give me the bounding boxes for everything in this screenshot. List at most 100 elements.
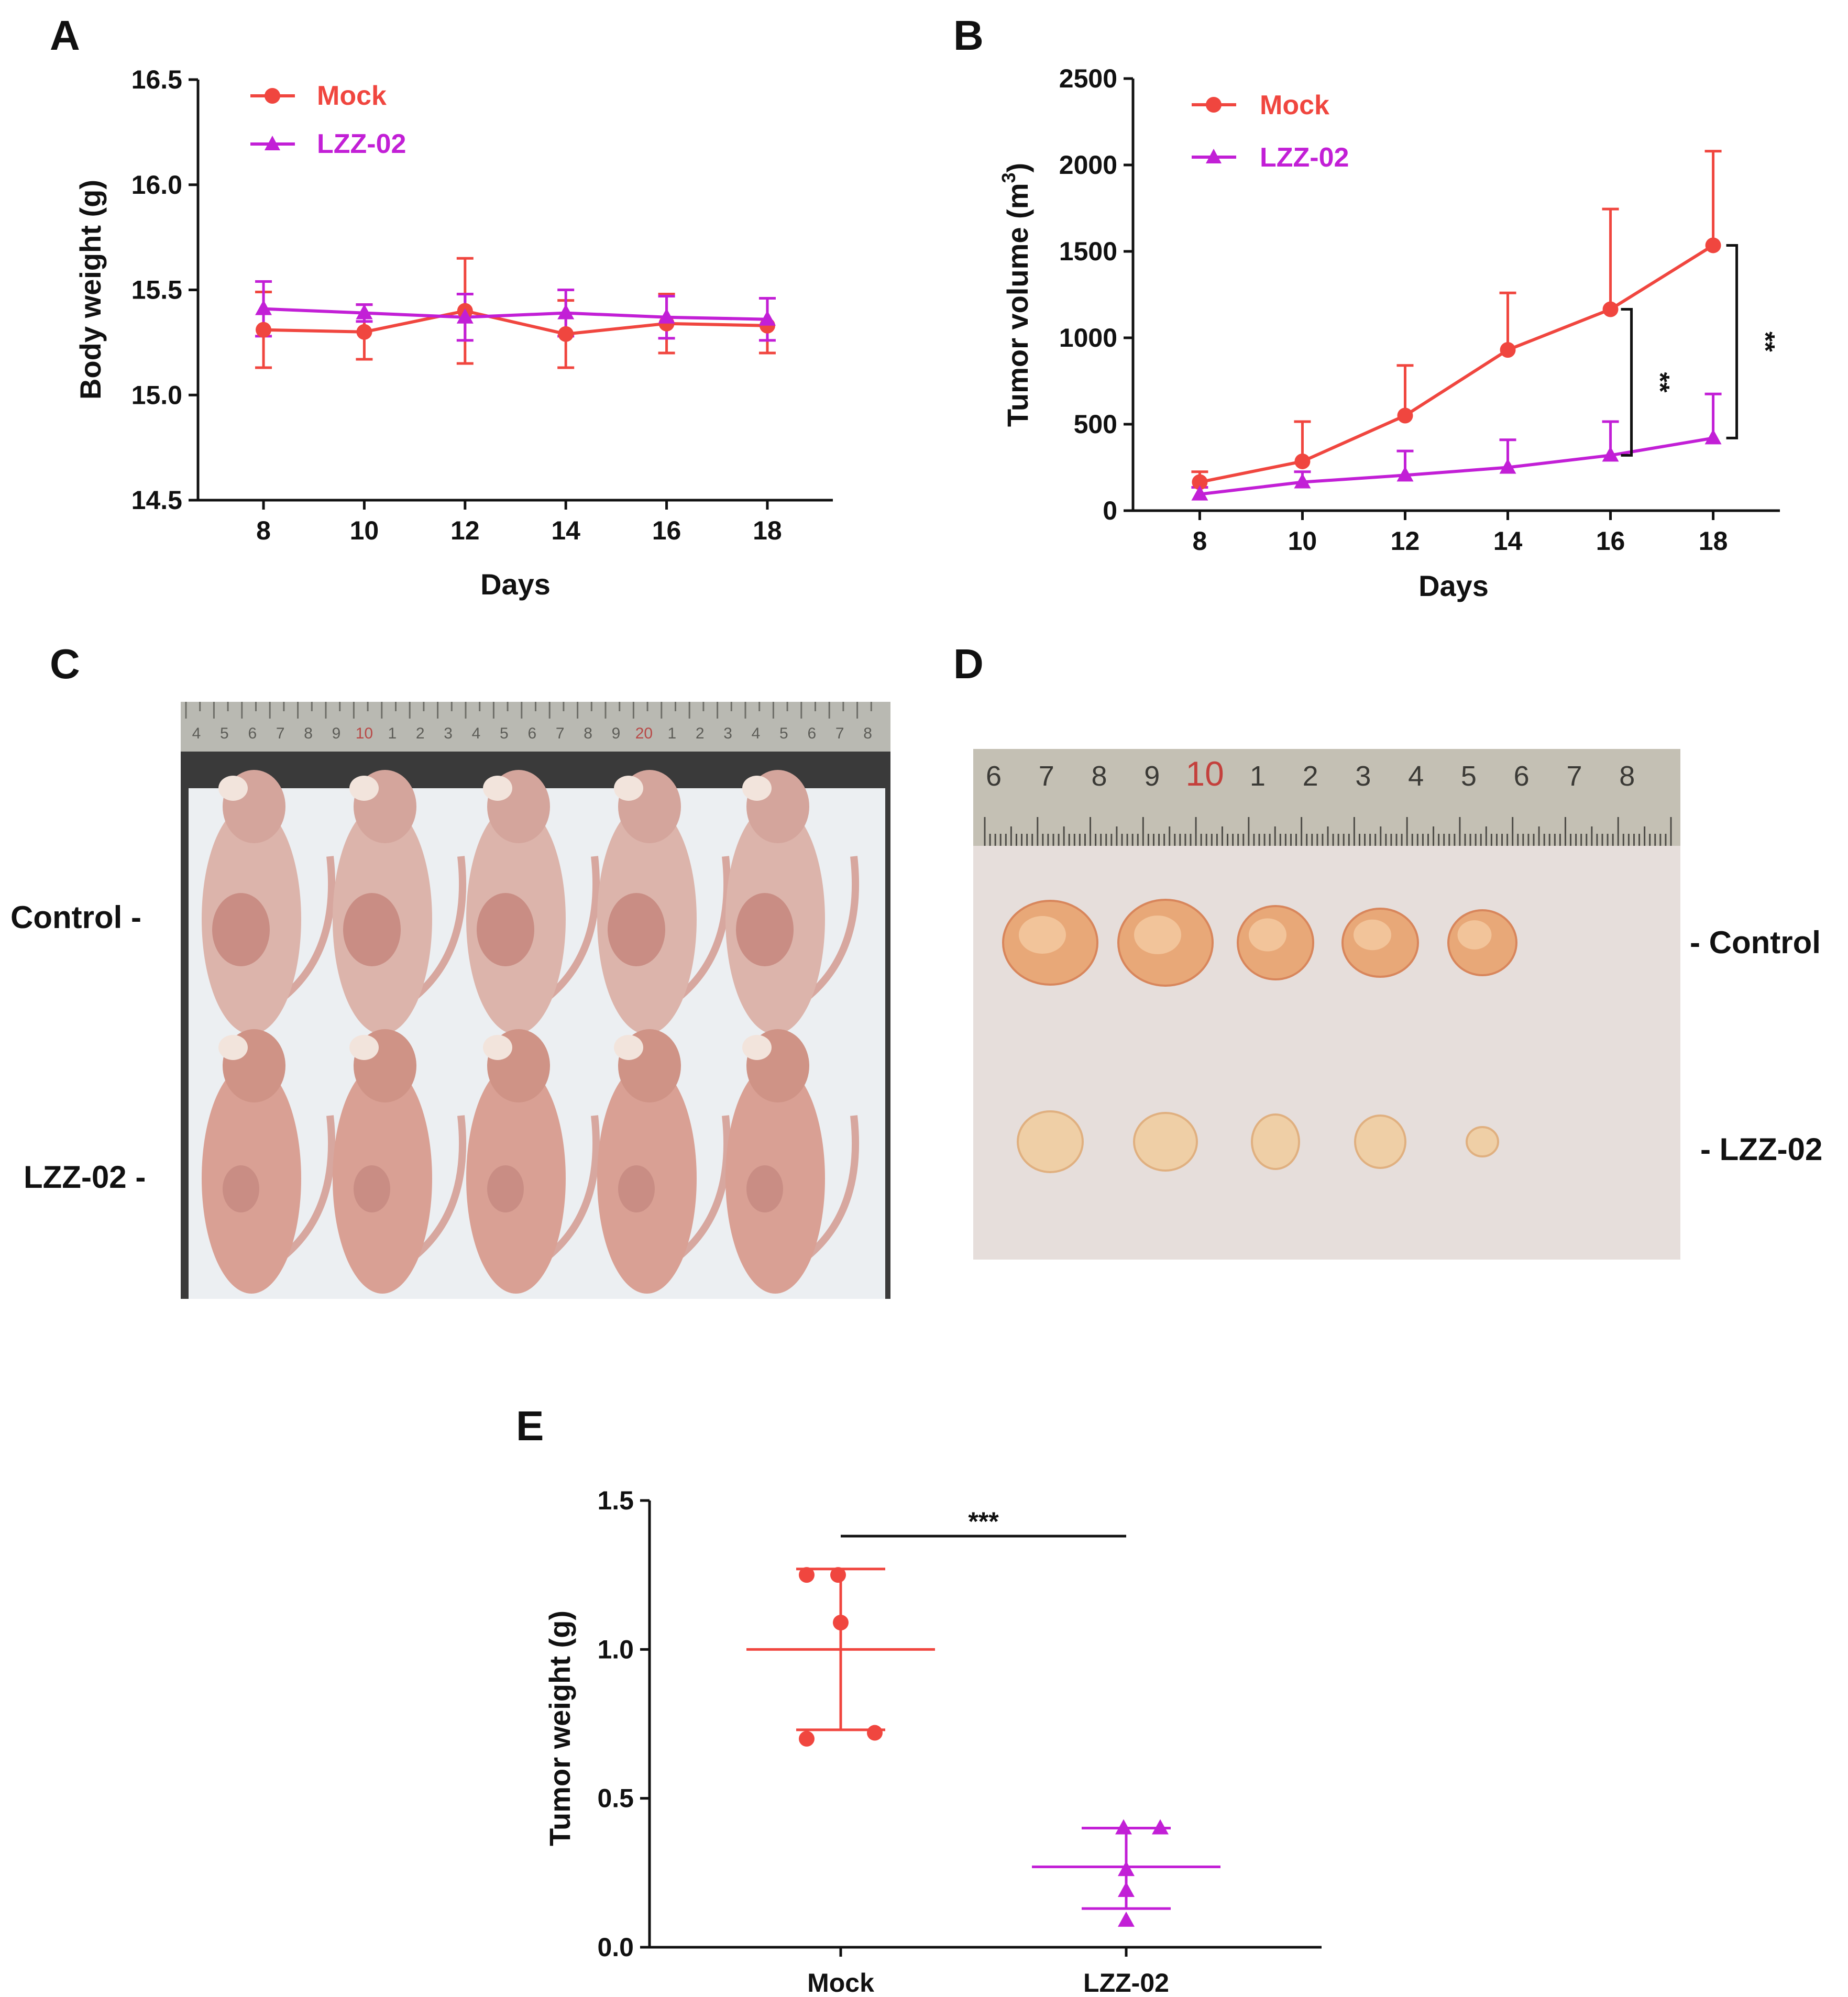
mouse-tail (280, 1115, 336, 1260)
chart-e-lzz-point (1115, 1819, 1132, 1835)
chart-a-xtick-label: 18 (753, 516, 782, 545)
chart-a-lzz-point (658, 308, 675, 324)
panel-label-d: D (953, 641, 984, 687)
chart-e-ytick-label: 0.5 (597, 1784, 634, 1813)
mouse-tumor (608, 893, 665, 966)
ruler-d-number: 6 (1514, 760, 1530, 792)
mouse-specimen (333, 770, 467, 1034)
mouse-tumor (477, 893, 534, 966)
mouse-specimen (466, 770, 600, 1034)
panel-label-b: B (953, 12, 984, 59)
ruler-c-number: 8 (584, 725, 592, 742)
mouse-tumor (487, 1165, 524, 1212)
panel-label-e: E (516, 1403, 544, 1449)
mouse-specimen (466, 1029, 600, 1294)
mouse-tumor (618, 1165, 655, 1212)
chart-b-mock-point (1294, 453, 1311, 469)
legend-b-mock-label: Mock (1260, 90, 1329, 120)
chart-a-mock-point (356, 324, 372, 340)
panel-label-a: A (50, 12, 80, 59)
photo-d-label-lzz: - LZZ-02 (1700, 1132, 1822, 1167)
chart-b-significance-label: ** (1646, 372, 1675, 393)
chart-b: 0 500 1000 1500 2000 2500 8 10 12 14 16 18 ** ** Da… (998, 64, 1780, 602)
chart-e-lzz-point (1152, 1819, 1169, 1835)
panel-label-c: C (50, 641, 80, 687)
chart-b-ytick-label: 2000 (1059, 150, 1117, 180)
chart-b-xtick-label: 8 (1193, 526, 1207, 556)
chart-b-mock-point (1500, 342, 1516, 358)
chart-e-xtick-label: LZZ-02 (1083, 1968, 1169, 1994)
ruler-d-number: 10 (1185, 754, 1224, 793)
chart-b-y-label-end: ) (1001, 163, 1034, 173)
chart-b-xtick-label: 10 (1288, 526, 1317, 556)
chart-a-mock-point (558, 326, 574, 342)
chart-a-lzz-point (557, 304, 575, 319)
mouse-ear (218, 1035, 248, 1060)
chart-a-ytick-label: 16.5 (131, 65, 182, 94)
tumor-control-highlight (1134, 915, 1181, 954)
chart-a-xtick-label: 8 (256, 516, 271, 545)
chart-b-y-label-main: Tumor volume (m (1001, 183, 1034, 427)
chart-e-mock-point (799, 1730, 815, 1747)
mouse-ear (614, 1035, 643, 1060)
ruler-c-number: 7 (556, 725, 565, 742)
ruler-c-number: 3 (444, 725, 453, 742)
tumor-lzz (1466, 1126, 1499, 1157)
chart-e-mock-point (867, 1725, 883, 1741)
chart-a-xtick-label: 14 (551, 516, 580, 545)
photo-c: 4 5 6 7 8 9 10 1 2 3 4 5 6 7 8 9 20 1 2 3 4 5 6 7 8 (181, 702, 890, 1299)
tumor-lzz (1251, 1113, 1300, 1170)
ruler-c-number: 5 (779, 725, 788, 742)
ruler-c-number: 8 (863, 725, 872, 742)
mouse-specimen (202, 770, 336, 1034)
chart-e-lzz-point (1118, 1861, 1135, 1877)
chart-b-ytick-label: 500 (1074, 410, 1117, 439)
chart-e-ytick-label: 1.0 (597, 1635, 634, 1664)
ruler-d-number: 8 (1619, 760, 1635, 792)
ruler-c-number: 5 (220, 725, 229, 742)
mouse-ear (349, 1035, 379, 1060)
ruler-d-number: 6 (986, 760, 1002, 792)
ruler-c-number: 1 (667, 725, 676, 742)
chart-a-ytick-label: 15.5 (131, 275, 182, 305)
ruler-c-number: 4 (752, 725, 761, 742)
chart-b-y-label: Tumor volume (m3) (998, 163, 1034, 427)
ruler-c-number: 1 (388, 725, 397, 742)
ruler-c-number: 6 (807, 725, 816, 742)
chart-a: 14.5 15.0 15.5 16.0 16.5 8 10 12 14 16 18 Days Bo… (74, 65, 833, 601)
ruler-d-number: 3 (1355, 760, 1371, 792)
chart-e-y-label: Tumor weight (g) (543, 1610, 576, 1846)
mouse-specimen (725, 1029, 860, 1294)
mouse-tail (804, 1115, 860, 1260)
chart-a-legend: Mock LZZ-02 (250, 81, 406, 159)
tumor-control-highlight (1019, 916, 1066, 954)
mouse-tail (280, 856, 336, 1001)
ruler-c-number: 9 (612, 725, 621, 742)
chart-a-xtick-label: 12 (450, 516, 480, 545)
mouse-specimen (597, 1029, 731, 1294)
ruler-c-number: 20 (635, 725, 653, 742)
chart-b-lzz-point (1294, 473, 1311, 489)
ruler-d-number: 7 (1039, 760, 1054, 792)
ruler-c-number: 5 (500, 725, 509, 742)
mouse-ear (483, 776, 512, 801)
chart-a-lzz-point (758, 310, 776, 326)
chart-a-xtick-label: 16 (652, 516, 681, 545)
ruler-d-number: 2 (1303, 760, 1318, 792)
mouse-tumor (223, 1165, 259, 1212)
legend-a-lzz-label: LZZ-02 (317, 129, 406, 159)
chart-e-mock-point (833, 1615, 849, 1631)
chart-b-xtick-label: 16 (1596, 526, 1625, 556)
chart-a-ytick-label: 14.5 (131, 486, 182, 515)
chart-b-significance-bracket (1726, 244, 1739, 439)
chart-b-lzz-line (1200, 436, 1714, 496)
chart-b-lzz-point (1602, 446, 1619, 462)
chart-a-y-label: Body weight (g) (74, 180, 107, 400)
chart-e-mock-point (830, 1567, 846, 1583)
ruler-d-number: 8 (1092, 760, 1107, 792)
legend-a-mock-label: Mock (317, 81, 387, 111)
mouse-ear (349, 776, 379, 801)
mouse-tumor (746, 1165, 783, 1212)
legend-b-lzz-marker (1206, 149, 1222, 163)
chart-b-lzz-point (1704, 429, 1722, 445)
